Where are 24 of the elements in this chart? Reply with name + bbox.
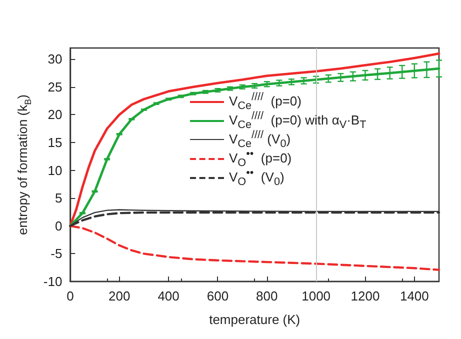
legend-label: V$_{O}$$^{••}$ (V$_{0}$) (229, 167, 284, 188)
y-tick-label: 0 (54, 218, 62, 234)
x-tick-label: 800 (256, 288, 278, 304)
legend-label: V$_{Ce}$$^{////}$ (p=0) (229, 91, 302, 112)
x-tick-label: 1200 (350, 288, 380, 304)
y-axis-title: entropy of formation (kB) (15, 94, 33, 235)
x-axis-title: temperature (K) (209, 312, 300, 327)
x-tick-label: 0 (66, 288, 74, 304)
y-tick-label: 25 (48, 79, 62, 94)
x-tick-label: 200 (108, 288, 130, 304)
y-tick-label: -10 (43, 274, 62, 289)
x-tick-label: 1400 (400, 288, 429, 304)
x-tick-label: 600 (206, 288, 229, 304)
legend-label: V$_{Ce}$$^{////}$ (V$_{0}$) (229, 129, 291, 150)
y-tick-label: 5 (54, 190, 62, 206)
y-tick-label: -5 (50, 246, 62, 262)
x-tick-label: 400 (158, 288, 180, 304)
x-tick-label: 1000 (302, 288, 331, 304)
legend-label: V$_{Ce}$$^{////}$ (p=0) with α$_{V}$·B$_{T}$ (229, 110, 366, 131)
y-tick-label: 30 (48, 52, 62, 67)
y-tick-label: 15 (48, 135, 62, 150)
y-tick-label: 10 (48, 162, 62, 178)
legend-label: V$_{O}$$^{••}$ (p=0) (229, 148, 292, 169)
y-tick-label: 20 (48, 107, 62, 122)
